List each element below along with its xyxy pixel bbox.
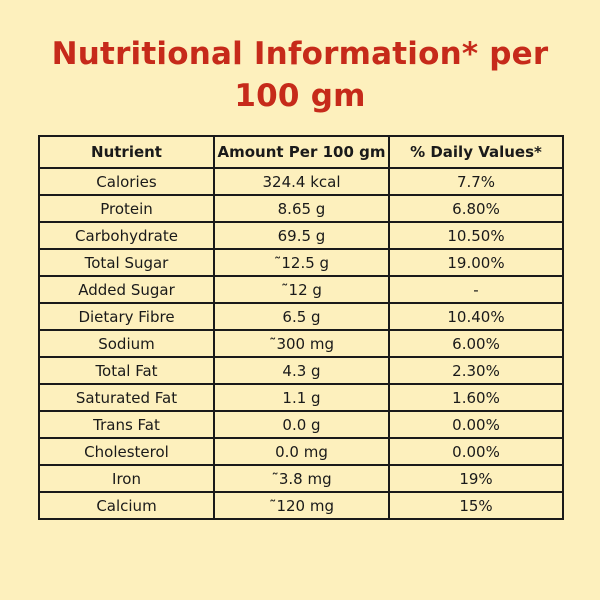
page-title: Nutritional Information* per 100 gm — [51, 36, 549, 114]
nutrient-cell: Cholesterol — [38, 437, 215, 466]
daily-value-cell: 10.40% — [388, 302, 564, 331]
nutrition-table: Nutrient Amount Per 100 gm % Daily Value… — [38, 135, 564, 520]
table-row: Total Fat 4.3 g 2.30% — [38, 356, 564, 385]
table-row: Dietary Fibre 6.5 g 10.40% — [38, 302, 564, 331]
amount-cell: ˜300 mg — [213, 329, 390, 358]
nutrient-cell: Added Sugar — [38, 275, 215, 304]
amount-cell: 69.5 g — [213, 221, 390, 250]
table-row: Carbohydrate 69.5 g 10.50% — [38, 221, 564, 250]
nutrient-cell: Iron — [38, 464, 215, 493]
amount-cell: ˜3.8 mg — [213, 464, 390, 493]
table-row: Cholesterol 0.0 mg 0.00% — [38, 437, 564, 466]
amount-cell: ˜12 g — [213, 275, 390, 304]
nutrient-cell: Total Sugar — [38, 248, 215, 277]
amount-cell: ˜120 mg — [213, 491, 390, 520]
nutrient-cell: Protein — [38, 194, 215, 223]
table-row: Sodium ˜300 mg 6.00% — [38, 329, 564, 358]
amount-cell: 8.65 g — [213, 194, 390, 223]
nutrient-cell: Calories — [38, 167, 215, 196]
amount-cell: ˜12.5 g — [213, 248, 390, 277]
amount-cell: 0.0 g — [213, 410, 390, 439]
table-row: Protein 8.65 g 6.80% — [38, 194, 564, 223]
column-header-daily-value: % Daily Values* — [388, 135, 564, 169]
daily-value-cell: 6.00% — [388, 329, 564, 358]
table-header-row: Nutrient Amount Per 100 gm % Daily Value… — [38, 135, 564, 169]
nutrient-cell: Sodium — [38, 329, 215, 358]
nutrient-cell: Carbohydrate — [38, 221, 215, 250]
table-row: Total Sugar ˜12.5 g 19.00% — [38, 248, 564, 277]
daily-value-cell: 1.60% — [388, 383, 564, 412]
daily-value-cell: 0.00% — [388, 410, 564, 439]
daily-value-cell: 19% — [388, 464, 564, 493]
amount-cell: 0.0 mg — [213, 437, 390, 466]
nutrient-cell: Saturated Fat — [38, 383, 215, 412]
daily-value-cell: 2.30% — [388, 356, 564, 385]
nutrient-cell: Dietary Fibre — [38, 302, 215, 331]
table-row: Added Sugar ˜12 g - — [38, 275, 564, 304]
nutrient-cell: Trans Fat — [38, 410, 215, 439]
daily-value-cell: 0.00% — [388, 437, 564, 466]
amount-cell: 6.5 g — [213, 302, 390, 331]
table-row: Calories 324.4 kcal 7.7% — [38, 167, 564, 196]
amount-cell: 1.1 g — [213, 383, 390, 412]
daily-value-cell: - — [388, 275, 564, 304]
table-row: Saturated Fat 1.1 g 1.60% — [38, 383, 564, 412]
amount-cell: 324.4 kcal — [213, 167, 390, 196]
nutrient-cell: Total Fat — [38, 356, 215, 385]
nutrient-cell: Calcium — [38, 491, 215, 520]
table-row: Calcium ˜120 mg 15% — [38, 491, 564, 520]
daily-value-cell: 7.7% — [388, 167, 564, 196]
table-row: Iron ˜3.8 mg 19% — [38, 464, 564, 493]
amount-cell: 4.3 g — [213, 356, 390, 385]
table-row: Trans Fat 0.0 g 0.00% — [38, 410, 564, 439]
daily-value-cell: 19.00% — [388, 248, 564, 277]
column-header-amount: Amount Per 100 gm — [213, 135, 390, 169]
daily-value-cell: 6.80% — [388, 194, 564, 223]
daily-value-cell: 15% — [388, 491, 564, 520]
daily-value-cell: 10.50% — [388, 221, 564, 250]
column-header-nutrient: Nutrient — [38, 135, 215, 169]
